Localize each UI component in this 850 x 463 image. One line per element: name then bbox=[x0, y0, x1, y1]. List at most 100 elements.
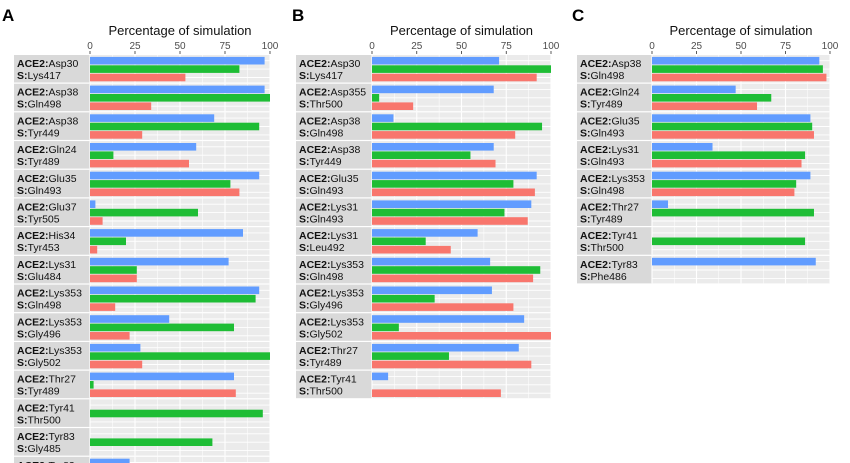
facet-label-spike: S:Gln498 bbox=[580, 70, 625, 82]
facet-label-ace2: ACE2:Lys353 bbox=[299, 259, 364, 271]
bar-red bbox=[90, 360, 143, 369]
facet-label-residue: His34 bbox=[49, 230, 76, 242]
bar-blue bbox=[372, 286, 492, 295]
facet-label-residue: Asp38 bbox=[49, 115, 79, 127]
bar-red bbox=[372, 102, 414, 110]
facet-label-prefix: ACE2: bbox=[580, 87, 612, 99]
bar-blue bbox=[90, 229, 243, 237]
facet-label-ace2: ACE2:His34 bbox=[17, 230, 76, 242]
bar-green bbox=[90, 381, 94, 389]
facet-label-prefix: S: bbox=[299, 156, 310, 168]
facet-label-prefix: S: bbox=[580, 70, 591, 82]
facet-label-ace2: ACE2:Gln24 bbox=[580, 87, 640, 99]
bar-green bbox=[652, 208, 814, 217]
facet-label-prefix: ACE2: bbox=[17, 115, 49, 127]
facet-label-prefix: S: bbox=[299, 214, 310, 226]
facet-label-prefix: S: bbox=[17, 271, 28, 283]
facet-strip bbox=[577, 55, 652, 83]
facet-label-residue: Thr500 bbox=[28, 414, 61, 426]
facet-label-residue: Gln493 bbox=[28, 185, 62, 197]
facet-label-residue: Leu492 bbox=[310, 242, 345, 254]
panel-letter: A bbox=[2, 6, 14, 25]
facet-label-ace2: ACE2:Asp30 bbox=[17, 58, 78, 70]
facet-label-prefix: ACE2: bbox=[299, 87, 331, 99]
facet-label-ace2: ACE2:Asp38 bbox=[17, 115, 78, 127]
facet-label-residue: Lys31 bbox=[331, 230, 359, 242]
bar-blue bbox=[652, 143, 713, 151]
facet-label-prefix: ACE2: bbox=[580, 144, 612, 156]
facet-strip bbox=[577, 255, 652, 284]
bar-blue bbox=[90, 257, 229, 266]
facet-label-residue: Gln498 bbox=[310, 271, 344, 283]
facet-label-prefix: ACE2: bbox=[17, 87, 49, 99]
facet-label-residue: Tyr41 bbox=[49, 402, 75, 414]
facet-label-prefix: S: bbox=[299, 127, 310, 139]
facet-label-prefix: ACE2: bbox=[17, 173, 49, 185]
facet-label-prefix: S: bbox=[17, 214, 28, 226]
facet-label-residue: Tyr489 bbox=[591, 214, 623, 226]
facet-label-residue: Glu35 bbox=[612, 115, 640, 127]
bar-blue bbox=[90, 171, 260, 180]
facet-label-spike: S:Gln498 bbox=[299, 271, 344, 283]
bar-red bbox=[90, 303, 116, 311]
facet-strip bbox=[296, 141, 372, 169]
bar-blue bbox=[372, 343, 519, 352]
bar-red bbox=[652, 102, 758, 110]
facet-strip bbox=[296, 55, 372, 83]
bar-blue bbox=[372, 372, 389, 381]
facet-label-prefix: ACE2: bbox=[299, 345, 331, 357]
facet-label-prefix: S: bbox=[17, 300, 28, 312]
bar-green bbox=[90, 65, 240, 73]
x-tick-label: 0 bbox=[87, 41, 93, 52]
bar-blue bbox=[90, 458, 130, 463]
bar-red bbox=[372, 73, 537, 82]
bar-blue bbox=[372, 114, 394, 122]
bar-blue bbox=[652, 56, 820, 65]
facet-label-prefix: S: bbox=[299, 242, 310, 254]
facet-label-ace2: ACE2:Lys353 bbox=[299, 316, 364, 328]
bar-red bbox=[90, 102, 152, 110]
facet-strip bbox=[577, 227, 652, 255]
facet-label-residue: Phe486 bbox=[591, 271, 627, 283]
facet-label-spike: S:Tyr489 bbox=[580, 214, 623, 226]
facet-label-prefix: S: bbox=[299, 328, 310, 340]
facet-strip bbox=[14, 112, 90, 140]
facet-label-spike: S:Thr500 bbox=[299, 386, 343, 398]
facet-label-residue: Glu35 bbox=[331, 173, 359, 185]
x-tick-label: 100 bbox=[262, 41, 279, 52]
bar-blue bbox=[372, 171, 537, 180]
bar-red bbox=[372, 389, 501, 397]
bar-blue bbox=[372, 257, 491, 266]
facet-label-prefix: S: bbox=[299, 386, 310, 398]
facet-label-ace2: ACE2:Tyr41 bbox=[299, 374, 357, 386]
bar-green bbox=[652, 237, 806, 246]
facet-label-prefix: ACE2: bbox=[299, 144, 331, 156]
facet-label-residue: Tyr41 bbox=[612, 230, 638, 242]
bar-blue bbox=[372, 85, 494, 94]
facet-label-residue: Tyr489 bbox=[28, 386, 60, 398]
bar-green bbox=[90, 438, 213, 446]
facet-label-residue: Asp38 bbox=[612, 58, 642, 70]
facet-label-residue: Lys353 bbox=[49, 316, 83, 328]
facet-label-ace2: ACE2:Lys31 bbox=[580, 144, 639, 156]
x-tick-label: 0 bbox=[649, 41, 655, 52]
facet-label-spike: S:Thr500 bbox=[299, 99, 343, 111]
bar-green bbox=[372, 151, 471, 159]
facet-label-spike: S:Tyr489 bbox=[17, 156, 60, 168]
facet-label-residue: Tyr41 bbox=[331, 374, 357, 386]
facet-label-spike: S:Gln493 bbox=[299, 214, 344, 226]
facet-label-residue: Asp38 bbox=[49, 87, 79, 99]
facet-label-residue: Lys353 bbox=[49, 288, 83, 300]
facet-label-residue: Lys31 bbox=[49, 259, 77, 271]
facet-label-ace2: ACE2:Lys31 bbox=[299, 230, 358, 242]
bar-red bbox=[90, 217, 103, 225]
facet-label-residue: Tyr83 bbox=[612, 259, 638, 271]
